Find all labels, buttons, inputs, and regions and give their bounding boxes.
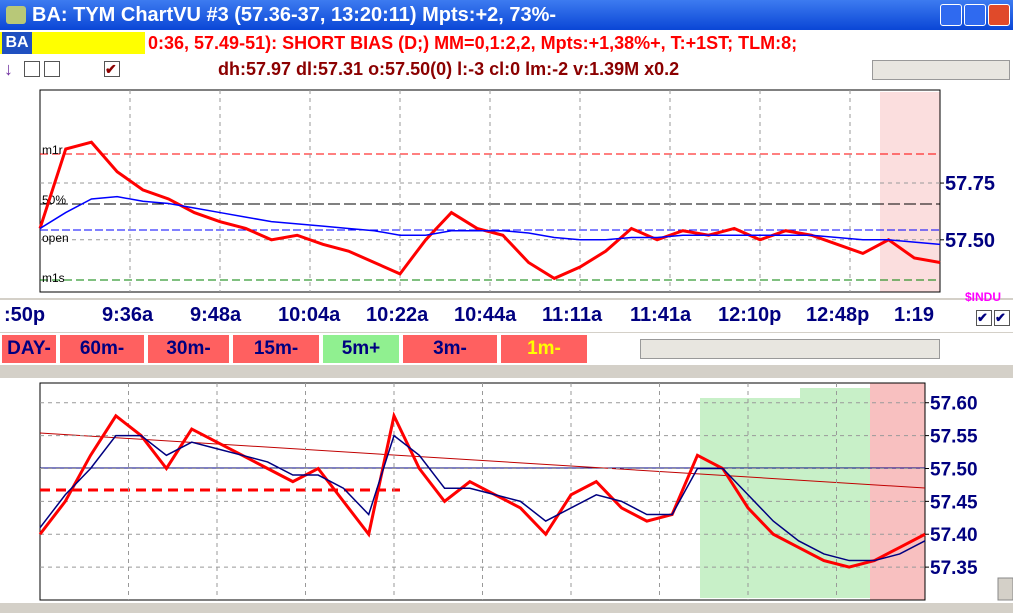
- price-line: [38, 140, 941, 281]
- trend-line: [39, 432, 926, 489]
- scrollbar[interactable]: [640, 339, 940, 359]
- y-tick-label: 57.50: [945, 230, 995, 252]
- time-label: 12:10p: [718, 304, 782, 326]
- checkbox[interactable]: ✔: [104, 61, 120, 77]
- timeframe-button: 60m-: [60, 335, 144, 363]
- level-label: 50%: [42, 193, 66, 207]
- timeframe-button: 5m+: [323, 335, 399, 363]
- timeframe-button: 1m-: [501, 335, 587, 363]
- price-line: [38, 411, 926, 569]
- time-label: 10:22a: [366, 304, 429, 326]
- timeframe-button: 3m-: [403, 335, 497, 363]
- intraday-chart: 57.60 57.55 57.50 57.45 57.40 57.35: [0, 378, 1013, 603]
- y-tick-label: 57.60: [930, 394, 978, 415]
- timeframe-button: 30m-: [148, 335, 229, 363]
- time-label: 11:41a: [630, 304, 692, 326]
- direction-arrow: ↓: [4, 59, 13, 79]
- time-label: 9:36a: [102, 304, 154, 326]
- time-label: 12:48p: [806, 304, 870, 326]
- symbol: BA: [2, 32, 32, 54]
- time-label: 1:19: [894, 304, 935, 326]
- status-message: 0:36, 57.49-51): SHORT BIAS (D;) MM=0,1:…: [148, 33, 798, 53]
- checkbox[interactable]: [24, 61, 40, 77]
- window-title: BA: TYM ChartVU #3 (57.36-37, 13:20:11) …: [32, 4, 557, 26]
- checkbox[interactable]: ✔: [976, 310, 992, 326]
- checkbox[interactable]: [44, 61, 60, 77]
- timeframe-bar: DAY- 60m- 30m- 15m- 5m+ 3m- 1m-: [0, 333, 1013, 365]
- level-label: m1s: [42, 271, 65, 285]
- time-label: :50p: [4, 304, 46, 326]
- level-label: m1r: [42, 143, 63, 157]
- y-tick-label: 57.40: [930, 525, 978, 546]
- time-label: 10:44a: [454, 304, 517, 326]
- profile-shade: [880, 92, 940, 292]
- price-line: [39, 434, 926, 562]
- info-bar: ↓ ✔ dh:57.97 dl:57.31 o:57.50(0) l:-3 cl…: [0, 56, 1013, 82]
- profile-shade: [870, 383, 925, 600]
- index-label: $INDU: [965, 290, 1002, 304]
- status-bar: BA 0:36, 57.49-51): SHORT BIAS (D;) MM=0…: [0, 30, 1013, 56]
- price-line: [39, 195, 941, 246]
- scroll-button[interactable]: [997, 577, 1013, 601]
- chart-background: [0, 82, 1013, 298]
- checkbox[interactable]: ✔: [994, 310, 1010, 326]
- y-tick-label: 57.50: [930, 459, 978, 480]
- time-label: 9:48a: [190, 304, 242, 326]
- y-tick-label: 57.45: [930, 492, 978, 513]
- y-tick-label: 57.75: [945, 173, 995, 195]
- time-label: 11:11a: [542, 304, 603, 326]
- profile-shade: [700, 398, 800, 598]
- info-text: dh:57.97 dl:57.31 o:57.50(0) l:-3 cl:0 l…: [218, 59, 680, 79]
- app-icon: [6, 6, 26, 24]
- scrollbar[interactable]: [872, 60, 1010, 80]
- time-label: 10:04a: [278, 304, 341, 326]
- close-button[interactable]: [988, 4, 1010, 26]
- symbol-field[interactable]: [0, 32, 145, 54]
- timeframe-button: 15m-: [233, 335, 319, 363]
- price-chart: 57.75 57.50 m1r 50% open m1s: [0, 82, 1013, 298]
- level-label: open: [42, 231, 69, 245]
- minimize-button[interactable]: [940, 4, 962, 26]
- y-tick-label: 57.35: [930, 558, 978, 579]
- time-axis: $INDU ✔ ✔ :50p 9:36a 9:48a 10:04a 10:22a 10:4…: [0, 290, 1013, 332]
- y-tick-label: 57.55: [930, 427, 978, 448]
- timeframe-button: DAY-: [2, 335, 56, 363]
- maximize-button[interactable]: [964, 4, 986, 26]
- title-bar: BA: TYM ChartVU #3 (57.36-37, 13:20:11) …: [0, 0, 1013, 30]
- profile-shade: [800, 388, 870, 598]
